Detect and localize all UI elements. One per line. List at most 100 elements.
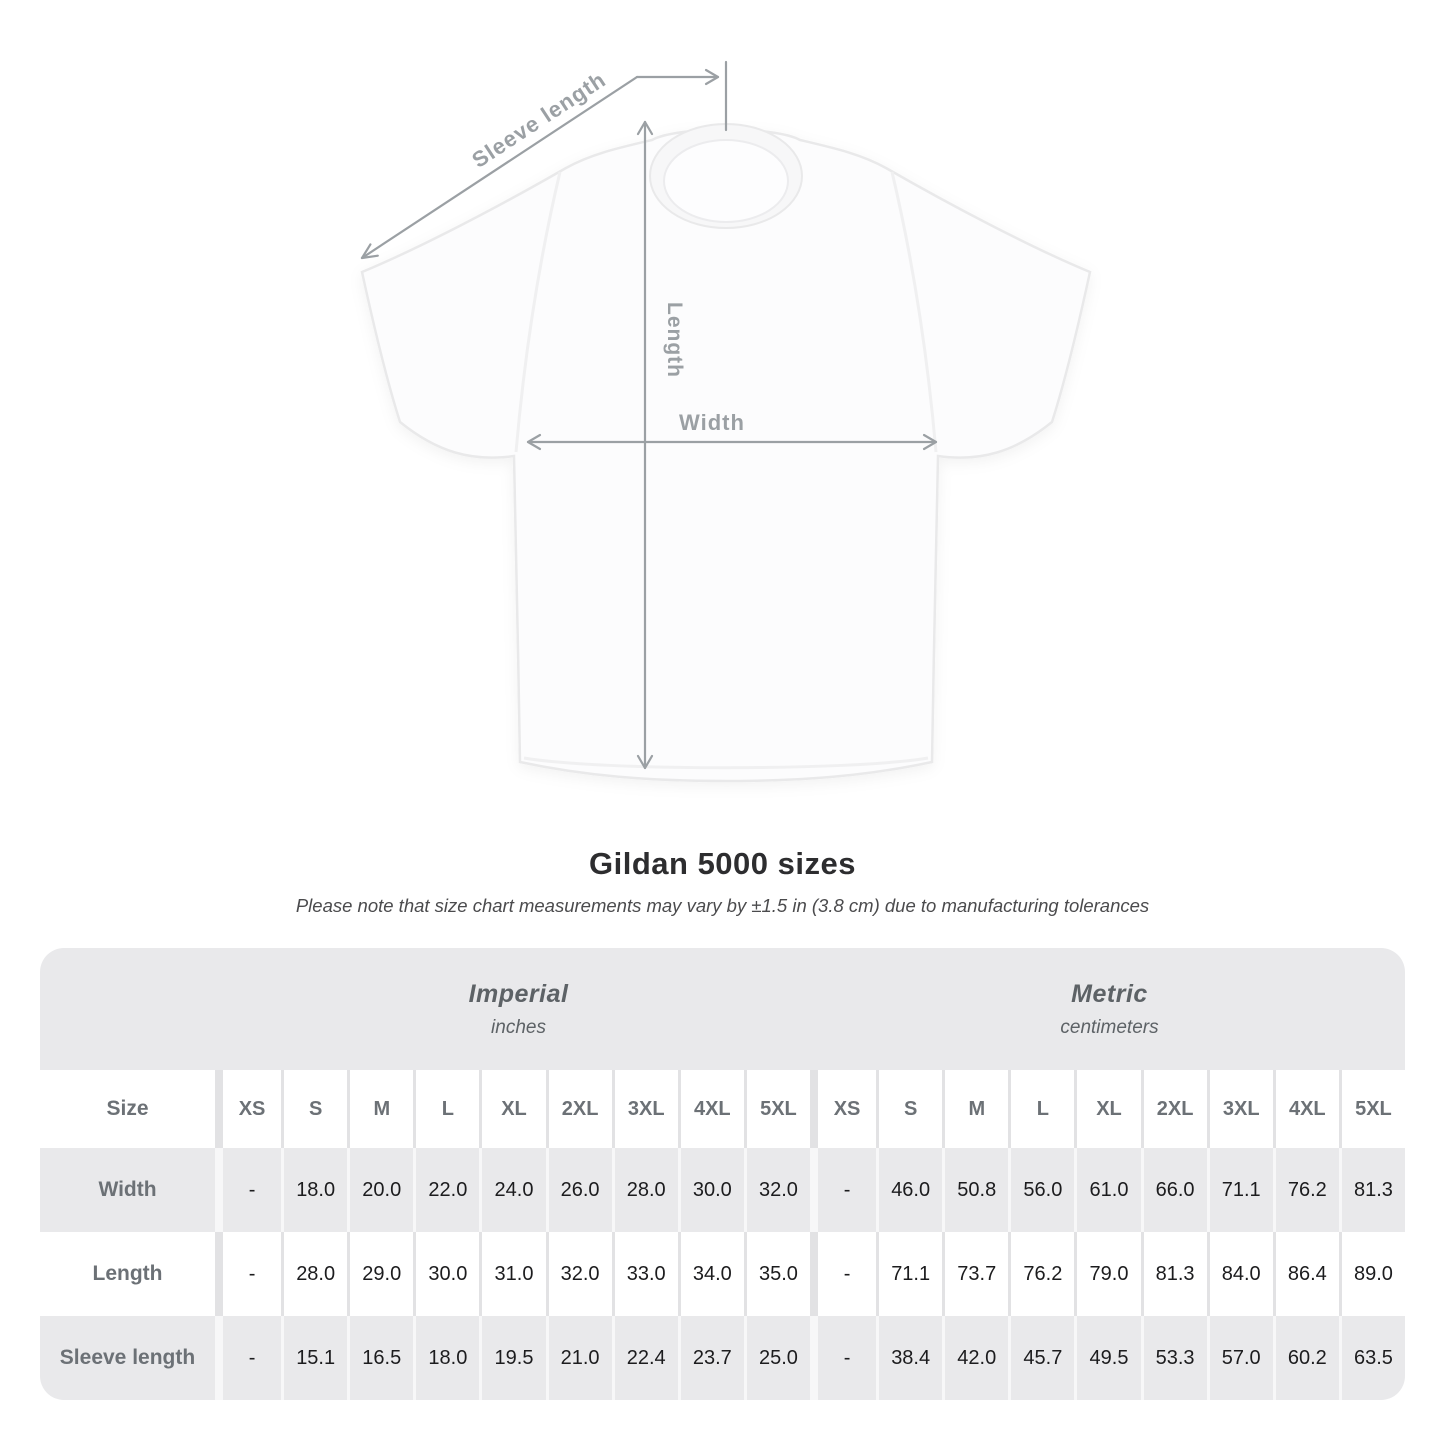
sleeve-length-arrow — [360, 60, 728, 260]
table-cell: 22.4 — [611, 1316, 678, 1400]
table-cell: 61.0 — [1074, 1148, 1140, 1232]
tshirt-diagram: Sleeve length Length Width — [360, 60, 1092, 783]
unit-name: Imperial — [468, 979, 569, 1008]
table-cell: - — [215, 1232, 281, 1316]
size-col-header: 4XL — [1272, 1070, 1339, 1148]
table-cell: 24.0 — [479, 1148, 545, 1232]
table-cell: 50.8 — [942, 1148, 1008, 1232]
length-arrow — [636, 120, 654, 770]
table-cell: 26.0 — [545, 1148, 612, 1232]
table-cell: - — [810, 1148, 876, 1232]
size-col-header: XL — [479, 1070, 545, 1148]
unit-header-imperial: Imperial inches — [223, 980, 814, 1039]
table-cell: 22.0 — [413, 1148, 479, 1232]
page-subtitle: Please note that size chart measurements… — [295, 895, 1150, 916]
size-col-header: 4XL — [677, 1070, 744, 1148]
table-cell: 30.0 — [677, 1148, 744, 1232]
size-col-header: S — [281, 1070, 347, 1148]
table-cell: 18.0 — [281, 1148, 347, 1232]
table-cell: 15.1 — [281, 1316, 347, 1400]
unit-header-metric: Metric centimeters — [814, 980, 1405, 1039]
collar-inner — [663, 139, 789, 223]
unit-sublabel: centimeters — [1060, 1016, 1159, 1038]
size-col-header: 2XL — [1140, 1070, 1207, 1148]
table-cell: 57.0 — [1206, 1316, 1273, 1400]
unit-sublabel: inches — [491, 1016, 546, 1038]
size-col-header: L — [1008, 1070, 1074, 1148]
size-col-header: XL — [1074, 1070, 1140, 1148]
table-row: Length -28.0 29.0 30.0 31.0 32.0 33.0 34.0 35.0-… — [40, 1232, 1405, 1316]
table-cell: 38.4 — [876, 1316, 942, 1400]
table-cell: - — [810, 1316, 876, 1400]
table-cell: - — [215, 1316, 281, 1400]
table-cell: 25.0 — [743, 1316, 810, 1400]
row-label: Length — [92, 1262, 163, 1285]
size-col-header: 5XL — [1338, 1070, 1405, 1148]
size-col-header: M — [942, 1070, 1008, 1148]
table-cell: - — [810, 1232, 876, 1316]
size-col-header: XS — [215, 1070, 281, 1148]
table-cell: 71.1 — [876, 1232, 942, 1316]
unit-name: Metric — [1071, 979, 1148, 1008]
size-col-header: 3XL — [611, 1070, 678, 1148]
table-cell: 56.0 — [1008, 1148, 1074, 1232]
size-col-header: M — [347, 1070, 413, 1148]
table-cell: 20.0 — [347, 1148, 413, 1232]
table-cell: 49.5 — [1074, 1316, 1140, 1400]
title-block: Gildan 5000 sizes Please note that size … — [0, 846, 1445, 917]
table-cell: 81.3 — [1338, 1148, 1405, 1232]
table-cell: 71.1 — [1206, 1148, 1273, 1232]
table-cell: 32.0 — [743, 1148, 810, 1232]
table-cell: 42.0 — [942, 1316, 1008, 1400]
size-table-rows: Size XS S M L XL 2XL 3XL 4XL 5XL XS S M L XL 2XL 3XL 4XL 5… — [40, 1070, 1405, 1400]
length-label: Length — [663, 302, 686, 378]
size-col-header: XS — [810, 1070, 876, 1148]
table-cell: 28.0 — [611, 1148, 678, 1232]
page-title: Gildan 5000 sizes — [589, 846, 856, 881]
row-label: Size — [106, 1097, 149, 1120]
size-col-header: 2XL — [545, 1070, 612, 1148]
table-cell: 18.0 — [413, 1316, 479, 1400]
size-table: Imperial inches Metric centimeters Size X… — [40, 948, 1405, 1400]
table-cell: 84.0 — [1206, 1232, 1273, 1316]
table-cell: 21.0 — [545, 1316, 612, 1400]
size-col-header: 3XL — [1206, 1070, 1273, 1148]
size-col-header: L — [413, 1070, 479, 1148]
table-cell: 53.3 — [1140, 1316, 1207, 1400]
table-cell: 60.2 — [1272, 1316, 1339, 1400]
table-cell: 19.5 — [479, 1316, 545, 1400]
table-cell: 28.0 — [281, 1232, 347, 1316]
table-cell: 45.7 — [1008, 1316, 1074, 1400]
table-row: Size XS S M L XL 2XL 3XL 4XL 5XL XS S M L XL 2XL 3XL 4XL 5… — [40, 1070, 1405, 1148]
table-cell: 32.0 — [545, 1232, 612, 1316]
table-cell: 76.2 — [1008, 1232, 1074, 1316]
width-label: Width — [679, 410, 745, 435]
table-cell: 89.0 — [1338, 1232, 1405, 1316]
table-cell: 23.7 — [677, 1316, 744, 1400]
tshirt-graphic: Sleeve length Length Width — [360, 60, 1092, 783]
tshirt-silhouette — [360, 123, 1092, 783]
table-cell: 76.2 — [1272, 1148, 1339, 1232]
table-cell: 81.3 — [1140, 1232, 1207, 1316]
table-cell: 46.0 — [876, 1148, 942, 1232]
table-cell: 34.0 — [677, 1232, 744, 1316]
table-cell: 16.5 — [347, 1316, 413, 1400]
table-cell: 33.0 — [611, 1232, 678, 1316]
table-cell: 31.0 — [479, 1232, 545, 1316]
table-cell: 73.7 — [942, 1232, 1008, 1316]
table-cell: 63.5 — [1338, 1316, 1405, 1400]
size-col-header: 5XL — [743, 1070, 810, 1148]
width-arrow — [526, 433, 938, 451]
table-cell: 86.4 — [1272, 1232, 1339, 1316]
row-label: Width — [98, 1178, 157, 1201]
table-cell: - — [215, 1148, 281, 1232]
table-cell: 79.0 — [1074, 1232, 1140, 1316]
table-cell: 29.0 — [347, 1232, 413, 1316]
table-row: Sleeve length -15.1 16.5 18.0 19.5 21.0 22.4 23… — [40, 1316, 1405, 1400]
unit-header-band: Imperial inches Metric centimeters — [40, 948, 1405, 1070]
table-row: Width -18.0 20.0 22.0 24.0 26.0 28.0 30.0 32.0-4… — [40, 1148, 1405, 1232]
table-cell: 66.0 — [1140, 1148, 1207, 1232]
table-cell: 30.0 — [413, 1232, 479, 1316]
table-cell: 35.0 — [743, 1232, 810, 1316]
